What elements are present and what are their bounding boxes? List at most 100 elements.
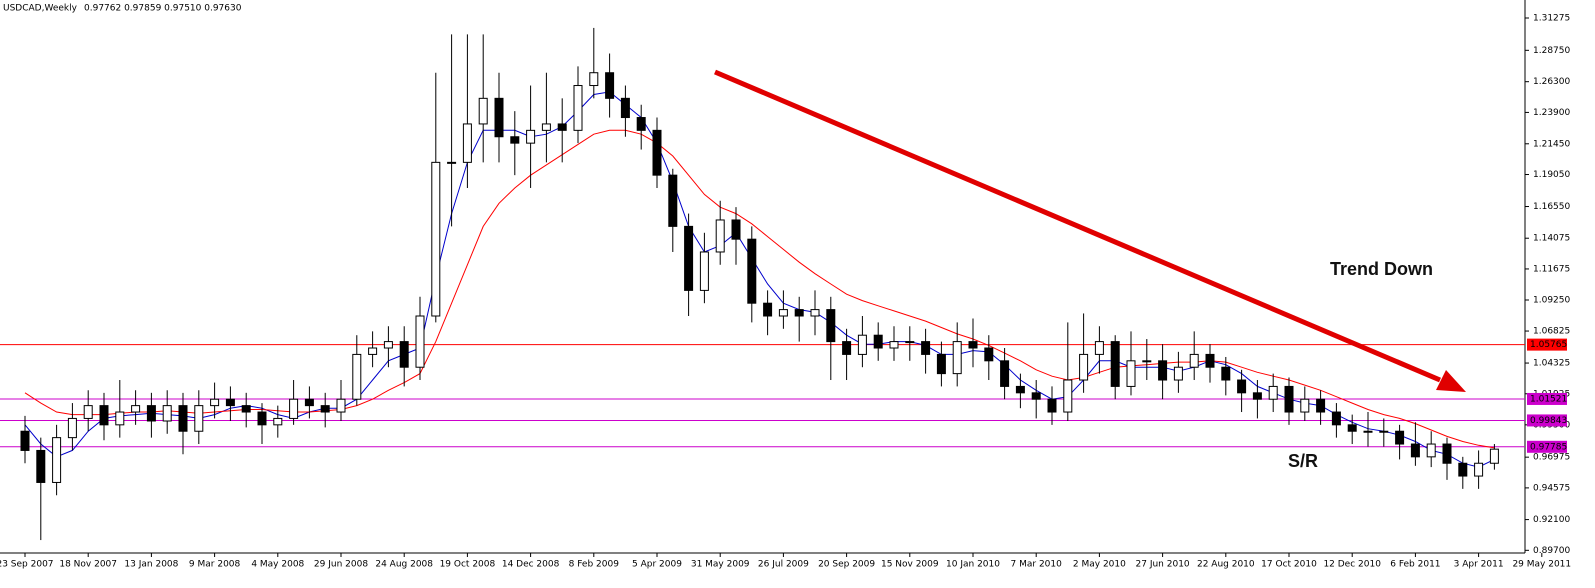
candle-body (1474, 462, 1484, 477)
candle-body (1000, 360, 1010, 387)
x-tick-label: 24 Aug 2008 (375, 560, 433, 570)
y-tick-label: 0.94575 (1533, 483, 1570, 493)
candle-body (336, 398, 346, 413)
candle-body (541, 123, 551, 131)
candle-body (1268, 385, 1278, 400)
moving-average (24, 91, 1495, 468)
candle-body (1363, 430, 1373, 433)
candle-body (162, 405, 172, 422)
trend-label: Trend Down (1330, 259, 1433, 279)
level-tag (1527, 338, 1567, 351)
y-tick-label: 0.92100 (1533, 515, 1570, 525)
candle-body (889, 341, 899, 349)
candle-body (620, 97, 630, 119)
candle-body (415, 315, 425, 368)
candle-body (178, 405, 188, 432)
candle-body (952, 341, 962, 375)
x-tick-label: 2 May 2010 (1073, 560, 1126, 570)
candle-body (1458, 462, 1468, 477)
x-tick-label: 13 Jan 2008 (124, 560, 178, 570)
ohlc-readout: 0.97762 0.97859 0.97510 0.97630 (84, 4, 242, 14)
x-tick-label: 18 Nov 2007 (59, 560, 117, 570)
moving-average (24, 129, 1495, 449)
candle-body (1395, 430, 1405, 445)
level-label: 1.05765 (1530, 340, 1567, 350)
candle-body (605, 72, 615, 99)
x-tick-label: 14 Dec 2008 (502, 560, 560, 570)
candle-body (842, 341, 852, 355)
candle-body (194, 405, 204, 432)
candle-body (462, 123, 472, 163)
y-tick-label: 1.06825 (1533, 327, 1570, 337)
candle-body (1126, 360, 1136, 387)
x-tick-label: 17 Oct 2010 (1261, 560, 1317, 570)
x-tick-label: 6 Feb 2011 (1390, 560, 1440, 570)
candle-body (1031, 392, 1041, 400)
candle-body (1205, 353, 1215, 368)
candle-body (289, 398, 299, 419)
level-label: 0.99843 (1530, 416, 1567, 426)
y-tick-label: 1.28750 (1533, 46, 1570, 56)
candle-body (684, 225, 694, 291)
candle-body (573, 85, 583, 131)
level-label: 0.97785 (1530, 442, 1567, 452)
candle-body (778, 309, 788, 317)
candle-body (383, 341, 393, 349)
candle-body (921, 341, 931, 355)
candle-body (905, 341, 915, 344)
candle-body (1489, 448, 1499, 464)
candle-body (115, 411, 125, 426)
candle-body (225, 398, 235, 407)
x-tick-label: 12 Dec 2010 (1323, 560, 1381, 570)
candle-body (131, 405, 141, 413)
plot (0, 27, 1525, 541)
candle-body (715, 219, 725, 253)
level-label: 1.01521 (1530, 394, 1567, 404)
candle-body (699, 251, 709, 291)
x-tick-label: 5 Apr 2009 (632, 560, 682, 570)
candle-body (320, 405, 330, 413)
candle-body (20, 430, 30, 451)
candle-body (1158, 360, 1168, 381)
y-tick-label: 1.23900 (1533, 108, 1570, 118)
candle-body (652, 129, 662, 176)
candle-body (984, 347, 994, 362)
candle-body (273, 417, 283, 426)
candle-body (210, 398, 220, 407)
x-tick-label: 20 Sep 2009 (818, 560, 875, 570)
x-tick-label: 7 Mar 2010 (1011, 560, 1063, 570)
candle-body (857, 334, 867, 355)
candle-body (1079, 353, 1089, 381)
candle-body (936, 353, 946, 375)
candle-body (636, 117, 646, 131)
x-tick-label: 23 Sep 2007 (0, 560, 54, 570)
candle-body (1237, 379, 1247, 394)
x-tick-label: 29 May 2011 (1512, 560, 1571, 570)
y-tick-label: 1.09250 (1533, 295, 1570, 305)
candle-body (557, 123, 567, 131)
candle-body (668, 174, 678, 227)
candle-body (52, 437, 62, 483)
y-tick-label: 1.04325 (1533, 359, 1570, 369)
candle-body (589, 72, 599, 87)
x-tick-label: 22 Aug 2010 (1197, 560, 1255, 570)
candle-body (1410, 443, 1420, 458)
level-tag (1527, 414, 1567, 427)
candle-body (241, 405, 251, 413)
candle-body (731, 219, 741, 240)
candle-body (99, 405, 109, 426)
candle-body (368, 347, 378, 355)
y-tick-label: 1.31275 (1533, 13, 1570, 23)
x-tick-label: 19 Oct 2008 (440, 560, 496, 570)
x-tick-label: 9 Mar 2008 (189, 560, 241, 570)
candle-body (763, 302, 773, 317)
y-tick-label: 1.11675 (1533, 264, 1570, 274)
candle-body (352, 353, 362, 400)
y-tick-label: 0.89700 (1533, 546, 1570, 556)
candle-body (826, 309, 836, 343)
candle-body (794, 309, 804, 317)
candle-body (146, 405, 156, 422)
x-tick-label: 8 Feb 2009 (569, 560, 620, 570)
